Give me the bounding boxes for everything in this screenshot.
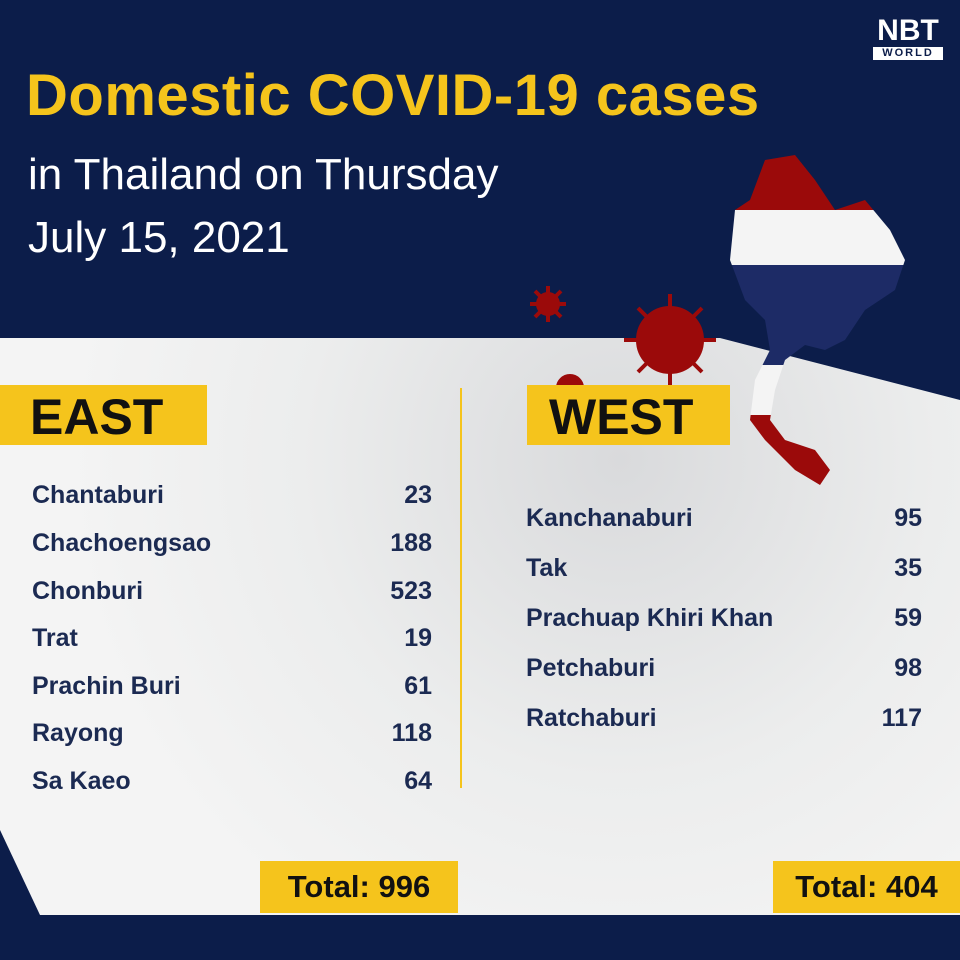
list-item: Trat 19 — [32, 624, 432, 652]
subtitle-line1: in Thailand on Thursday — [28, 150, 499, 199]
list-item: Rayong 118 — [32, 719, 432, 747]
west-total: Total: 404 — [773, 861, 960, 913]
page-title: Domestic COVID-19 cases — [26, 63, 760, 128]
list-item: Prachin Buri 61 — [32, 672, 432, 700]
list-item: Tak 35 — [526, 554, 922, 582]
virus-icon — [530, 286, 716, 400]
list-item: Chachoengsao 188 — [32, 529, 432, 557]
list-item: Prachuap Khiri Khan 59 — [526, 604, 922, 632]
thailand-flag-map — [730, 155, 905, 485]
column-divider — [460, 388, 462, 788]
list-item: Chonburi 523 — [32, 577, 432, 605]
list-item: Chantaburi 23 — [32, 481, 432, 509]
list-item: Sa Kaeo 64 — [32, 767, 432, 795]
east-heading: EAST — [0, 385, 207, 445]
east-total: Total: 996 — [260, 861, 458, 913]
subtitle-date: July 15, 2021 — [28, 213, 290, 262]
list-item: Petchaburi 98 — [526, 654, 922, 682]
list-item: Kanchanaburi 95 — [526, 504, 922, 532]
list-item: Ratchaburi 117 — [526, 704, 922, 732]
nbt-world-logo: NBT WORLD — [873, 16, 943, 60]
west-heading: WEST — [527, 385, 730, 445]
